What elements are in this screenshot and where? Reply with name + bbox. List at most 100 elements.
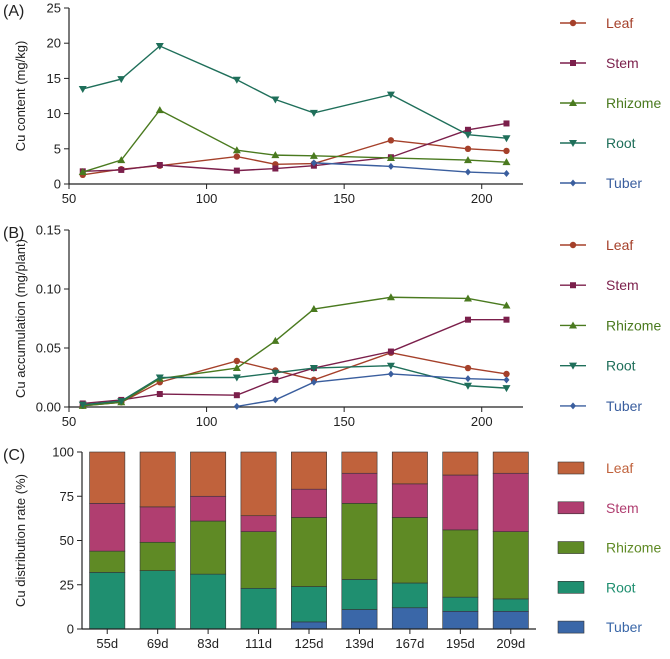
data-point-root (386, 91, 395, 99)
data-point-stem (503, 316, 510, 323)
series-line-tuber (313, 162, 507, 175)
x-tick-label: 100 (196, 191, 218, 206)
data-point-stem (118, 166, 125, 173)
legend-label-stem: Stem (606, 500, 639, 516)
legend-label-leaf: Leaf (606, 460, 633, 476)
data-point-tuber (387, 162, 394, 170)
legend-marker-leaf (569, 241, 577, 249)
bar-segment-stem-139d (341, 472, 378, 504)
bar-segment-root-83d (190, 573, 227, 630)
x-tick-label: 50 (62, 414, 76, 429)
legend-marker-root (569, 362, 577, 370)
bar-segment-stem-55d (89, 503, 126, 552)
bar-segment-rhizome-167d (391, 517, 428, 584)
data-point-root (463, 131, 472, 139)
data-point-stem (233, 392, 240, 399)
legend-swatch-stem (557, 501, 585, 515)
legend-label-root: Root (606, 135, 636, 151)
data-point-rhizome (502, 158, 511, 166)
bar-segment-leaf-83d (190, 451, 227, 497)
x-tick-label: 209d (496, 636, 525, 651)
legend-marker-tuber (570, 179, 576, 187)
data-point-rhizome (386, 153, 395, 161)
bar-segment-rhizome-195d (442, 529, 479, 598)
data-point-rhizome (463, 156, 472, 164)
panel-label: (B) (3, 225, 24, 242)
x-tick-label: 139d (345, 636, 374, 651)
legend-label-rhizome: Rhizome (606, 95, 661, 111)
y-tick-label: 20 (47, 36, 61, 51)
data-point-rhizome (271, 336, 280, 344)
bar-segment-tuber-195d (442, 610, 479, 630)
bar-segment-stem-167d (391, 483, 428, 518)
bar-segment-rhizome-139d (341, 503, 378, 580)
data-point-root (271, 96, 280, 104)
bar-segment-rhizome-55d (89, 550, 126, 573)
data-point-rhizome (463, 294, 472, 302)
legend-label-rhizome: Rhizome (606, 540, 661, 556)
legend-item-stem: Stem (560, 55, 639, 71)
x-tick-label: 150 (333, 191, 355, 206)
data-point-root (463, 382, 472, 390)
bar-segment-leaf-209d (492, 451, 529, 474)
y-tick-label: 10 (47, 106, 61, 121)
data-point-rhizome (117, 156, 126, 164)
data-point-root (309, 365, 318, 373)
bar-segment-stem-195d (442, 474, 479, 531)
x-tick-label: 200 (471, 414, 493, 429)
data-point-tuber (503, 169, 510, 177)
data-point-tuber (310, 159, 317, 167)
legend-item-root: Root (557, 579, 636, 595)
bar-segment-root-167d (391, 582, 428, 609)
legend-label-rhizome: Rhizome (606, 317, 661, 333)
data-point-tuber (464, 168, 471, 176)
legend-marker-stem (570, 60, 576, 66)
y-tick-label: 0.05 (36, 341, 61, 356)
bar-segment-root-209d (492, 598, 529, 612)
x-tick-label: 195d (446, 636, 475, 651)
data-point-rhizome (271, 151, 280, 159)
data-point-root (232, 76, 241, 84)
x-tick-label: 69d (147, 636, 169, 651)
data-point-root (502, 385, 511, 393)
bar-segment-rhizome-111d (240, 531, 277, 589)
legend-label-root: Root (606, 358, 636, 374)
data-point-rhizome (232, 146, 241, 154)
data-point-root (232, 374, 241, 382)
data-point-stem (156, 391, 163, 398)
series-tuber (310, 159, 510, 177)
panel-label: (C) (3, 447, 25, 464)
legend-swatch-rhizome (557, 541, 585, 554)
x-tick-label: 150 (333, 414, 355, 429)
data-point-root (155, 43, 164, 51)
legend-swatch-leaf (557, 461, 585, 475)
legend-item-tuber: Tuber (560, 175, 642, 191)
y-axis-title: Cu distribution rate (%) (13, 474, 28, 607)
data-point-rhizome (309, 151, 318, 159)
series-rhizome (78, 106, 511, 176)
bar-segment-tuber-209d (492, 610, 529, 630)
legend-label-tuber: Tuber (606, 175, 642, 191)
bar-segment-leaf-111d (240, 451, 277, 517)
legend-item-rhizome: Rhizome (557, 540, 661, 556)
bar-segment-rhizome-125d (291, 517, 327, 587)
legend-label-leaf: Leaf (606, 237, 633, 253)
bar-segment-leaf-55d (89, 451, 126, 504)
x-tick-label: 100 (196, 414, 218, 429)
data-point-rhizome (309, 305, 318, 313)
series-stem (79, 120, 510, 175)
data-point-leaf (233, 153, 241, 160)
legend-item-tuber: Tuber (557, 619, 642, 635)
legend-item-rhizome: Rhizome (560, 317, 661, 333)
bar-segment-leaf-167d (391, 451, 428, 485)
data-point-tuber (310, 378, 317, 386)
bar-segment-root-125d (291, 586, 327, 623)
data-point-rhizome (232, 364, 241, 372)
legend-label-stem: Stem (606, 55, 639, 71)
data-point-tuber (503, 376, 510, 384)
data-point-tuber (387, 370, 394, 378)
data-point-root (117, 398, 126, 406)
legend-item-leaf: Leaf (560, 15, 633, 31)
legend-item-stem: Stem (557, 500, 639, 516)
